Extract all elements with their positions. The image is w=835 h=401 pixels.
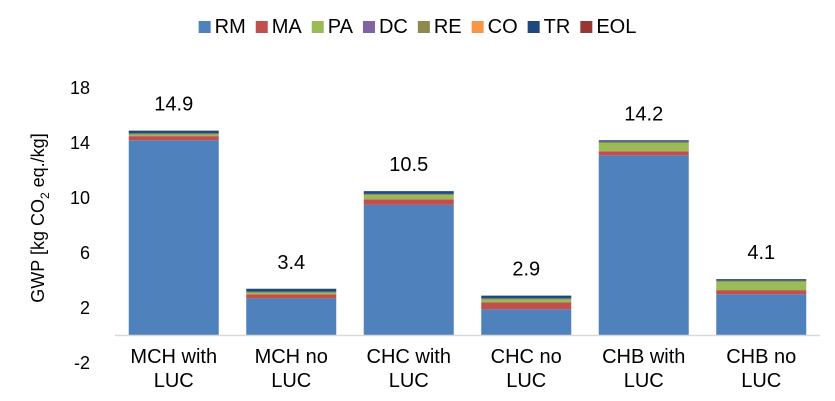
legend-swatch [580, 21, 593, 33]
bar-segment-re [716, 280, 807, 282]
bar-segment-pa [128, 134, 219, 137]
x-tick-label: CHB with LUC [602, 346, 685, 392]
legend-label: PA [328, 16, 354, 38]
x-tick-label-line: LUC [389, 370, 429, 392]
legend-item-ma: MA [255, 16, 303, 38]
y-tick-label: 2 [80, 298, 90, 318]
bar-segment-re [363, 193, 454, 196]
x-tick-label-line: CHC no [491, 346, 562, 368]
bar-total-labels: 14.9 3.4 10.5 2.9 14.2 4.1 [154, 94, 775, 281]
bar-segment-tr [716, 279, 807, 281]
bar-segment-rm [481, 309, 572, 336]
bar-segment-re [128, 133, 219, 135]
bar-segment-ma [363, 199, 454, 205]
bar-segment-pa [481, 299, 572, 303]
bar-segment-re [598, 141, 689, 143]
bar-segment-tr [481, 295, 572, 299]
bar-segment-pa [246, 292, 337, 295]
x-tick-label: CHB no LUC [726, 346, 796, 392]
bar-segment-rm [128, 140, 219, 336]
legend-swatch [255, 21, 268, 33]
legend-swatch [417, 21, 430, 33]
y-tick-label: 14 [70, 133, 90, 153]
legend-swatch [311, 21, 324, 33]
x-tick-label: CHC with LUC [367, 346, 451, 392]
bar-total-label: 2.9 [512, 259, 540, 281]
legend-swatch [527, 21, 540, 33]
bar-total-label: 14.9 [154, 94, 193, 116]
legend-label: DC [379, 16, 408, 38]
y-axis-title-main: GWP [kg CO [28, 199, 48, 303]
x-tick-label-line: LUC [624, 370, 664, 392]
bar-segment-pa [363, 195, 454, 200]
x-tick-label-line: LUC [741, 370, 781, 392]
legend-label: TR [544, 16, 571, 38]
bar-segment-tr [246, 288, 337, 292]
x-tick-label-line: LUC [154, 370, 194, 392]
x-tick-label: MCH with LUC [130, 346, 217, 392]
legend-swatch [362, 21, 375, 33]
legend-swatch [198, 21, 211, 33]
legend-item-dc: DC [362, 16, 408, 38]
x-tick-label-line: MCH no [255, 346, 328, 368]
y-axis-title-tail: eq./kg] [28, 133, 48, 192]
bar-segment-ma [246, 294, 337, 299]
y-axis-ticks: -2 2 6 10 14 18 [70, 78, 90, 373]
y-axis-label: GWP [kg CO2 eq./kg] [28, 133, 52, 302]
bar-segment-rm [363, 204, 454, 336]
bar-segment-pa [716, 281, 807, 291]
legend-label: MA [272, 16, 303, 38]
bar-segment-ma [598, 151, 689, 156]
x-tick-label-line: LUC [271, 370, 311, 392]
legend-label: CO [488, 16, 518, 38]
bar-total-label: 10.5 [389, 154, 428, 176]
bar-segment-ma [481, 302, 572, 310]
bar-segment-rm [598, 155, 689, 336]
legend-item-tr: TR [527, 16, 571, 38]
x-tick-label-line: MCH with [130, 346, 217, 368]
legend-item-eol: EOL [580, 16, 636, 38]
bar-segment-re [481, 298, 572, 300]
legend-swatch [471, 21, 484, 33]
bar-segment-tr [598, 140, 689, 142]
x-tick-label-line: CHB with [602, 346, 685, 368]
bar-total-label: 14.2 [624, 103, 663, 125]
legend-item-co: CO [471, 16, 518, 38]
bar-segment-ma [128, 136, 219, 141]
x-tick-label: CHC no LUC [491, 346, 562, 392]
bar-segment-ma [716, 290, 807, 295]
legend-item-re: RE [417, 16, 462, 38]
bar-segment-rm [716, 294, 807, 336]
bar-segment-tr [128, 130, 219, 134]
y-axis-title: GWP [kg CO2 eq./kg] [28, 133, 52, 302]
x-tick-label-line: CHC with [367, 346, 451, 368]
legend: RM MA PA DC RE CO TR EOL [198, 16, 636, 38]
y-axis-title-subscript: 2 [38, 192, 52, 199]
bar-segment-re [246, 291, 337, 293]
bar-total-label: 4.1 [747, 242, 775, 264]
y-tick-label: 18 [70, 78, 90, 98]
y-tick-label: -2 [74, 353, 90, 373]
legend-label: RM [215, 16, 246, 38]
y-tick-label: 6 [80, 243, 90, 263]
x-tick-label-line: LUC [506, 370, 546, 392]
legend-label: EOL [596, 16, 636, 38]
bar-total-label: 3.4 [277, 252, 305, 274]
legend-label: RE [434, 16, 462, 38]
bar-segment-tr [363, 191, 454, 194]
bar-segment-rm [246, 298, 337, 336]
x-tick-label: MCH no LUC [255, 346, 328, 392]
legend-item-rm: RM [198, 16, 246, 38]
y-tick-label: 10 [70, 188, 90, 208]
legend-item-pa: PA [311, 16, 354, 38]
x-tick-label-line: CHB no [726, 346, 796, 368]
bars [128, 130, 807, 336]
bar-segment-pa [598, 143, 689, 152]
